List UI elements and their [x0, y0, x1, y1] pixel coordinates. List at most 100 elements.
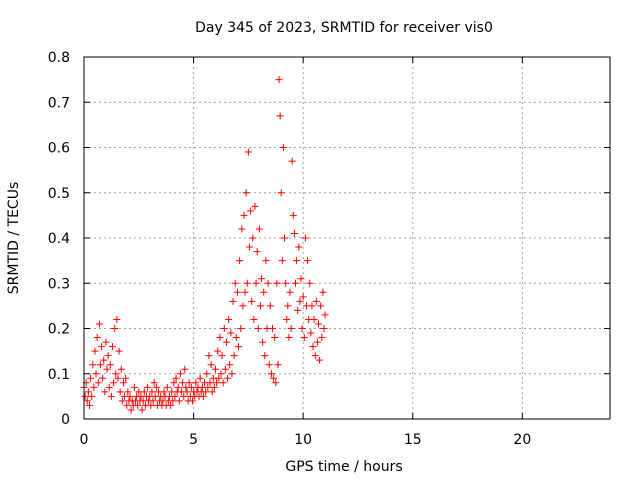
data-point	[259, 338, 267, 346]
data-point	[203, 370, 211, 378]
data-point	[103, 365, 111, 373]
data-point	[268, 325, 276, 332]
data-point	[224, 374, 232, 382]
data-point	[251, 202, 259, 210]
data-point	[160, 388, 168, 396]
data-point	[229, 297, 237, 305]
data-point	[279, 144, 287, 151]
data-point	[258, 275, 266, 283]
data-point	[313, 338, 321, 346]
data-point	[252, 279, 260, 287]
data-point	[241, 288, 249, 296]
data-point	[226, 361, 234, 369]
y-tick-label: 0.8	[48, 50, 70, 66]
data-point	[304, 257, 312, 265]
data-point	[176, 370, 184, 378]
data-point	[106, 361, 114, 369]
data-point	[216, 334, 224, 342]
data-point	[315, 320, 323, 328]
data-point	[102, 338, 110, 346]
data-point	[85, 401, 93, 409]
data-point	[317, 302, 325, 310]
y-tick-label: 0.4	[48, 231, 70, 247]
data-point	[117, 365, 125, 373]
x-tick-labels: 0 5 10 15 20	[80, 432, 532, 448]
data-point	[83, 397, 91, 405]
data-point	[225, 315, 233, 323]
data-point	[138, 406, 146, 414]
data-point	[181, 365, 189, 373]
data-point	[144, 383, 152, 391]
x-tick-label: 0	[80, 432, 89, 448]
data-point	[275, 76, 283, 84]
data-point	[249, 234, 257, 242]
data-point	[256, 302, 264, 310]
data-point	[293, 257, 301, 265]
data-point	[232, 334, 240, 342]
data-point	[108, 343, 116, 351]
data-point	[231, 279, 239, 287]
data-point	[196, 374, 204, 382]
data-point	[99, 374, 107, 382]
y-tick-labels: 0 0.1 0.2 0.3 0.4 0.5 0.6 0.7 0.8	[48, 50, 70, 428]
data-point	[215, 374, 223, 382]
data-point	[89, 361, 97, 369]
data-point	[230, 352, 238, 360]
data-point	[202, 388, 210, 396]
data-point	[271, 334, 279, 342]
data-point	[312, 297, 320, 305]
x-tick-label: 5	[189, 432, 198, 448]
data-point	[277, 189, 285, 197]
data-point	[192, 379, 200, 387]
x-tick-label: 15	[404, 432, 422, 448]
data-point	[281, 234, 289, 242]
data-point	[245, 243, 253, 251]
chart-title: Day 345 of 2023, SRMTID for receiver vis…	[195, 20, 493, 36]
data-point	[123, 401, 131, 409]
data-point	[286, 288, 294, 296]
y-tick-label: 0.7	[48, 95, 70, 111]
data-point	[247, 207, 255, 215]
data-point	[240, 211, 248, 219]
data-point	[171, 392, 179, 400]
data-point	[147, 401, 155, 409]
data-point	[118, 397, 126, 405]
data-point	[270, 374, 278, 382]
data-point	[175, 397, 183, 405]
data-point	[254, 325, 262, 332]
data-point	[88, 392, 96, 400]
data-point	[227, 329, 235, 337]
data-point	[183, 388, 191, 396]
data-point	[310, 315, 318, 323]
data-point	[95, 320, 103, 328]
data-point	[222, 338, 230, 346]
data-point	[244, 148, 252, 156]
data-point	[301, 234, 309, 242]
data-point	[233, 288, 241, 296]
data-point	[148, 388, 156, 396]
data-point	[134, 401, 142, 409]
data-point	[188, 397, 196, 405]
data-point	[214, 347, 222, 355]
data-point	[295, 243, 303, 251]
y-tick-label: 0.1	[48, 367, 70, 383]
data-point	[219, 379, 227, 387]
data-point	[266, 302, 274, 310]
data-point	[93, 334, 101, 342]
data-point	[265, 361, 273, 369]
x-axis-label: GPS time / hours	[285, 459, 402, 475]
y-tick-label: 0.2	[48, 322, 70, 338]
data-point	[260, 288, 268, 296]
data-point	[237, 325, 245, 332]
data-point	[248, 297, 256, 305]
data-point	[309, 343, 317, 351]
data-point	[283, 315, 291, 323]
data-point	[150, 379, 158, 387]
data-point	[140, 388, 148, 396]
data-point	[321, 311, 329, 319]
data-point	[311, 352, 319, 360]
x-tick-label: 10	[294, 432, 312, 448]
data-point	[94, 379, 102, 387]
data-point	[291, 279, 299, 287]
y-axis-label: SRMTID / TECUs	[6, 182, 22, 295]
